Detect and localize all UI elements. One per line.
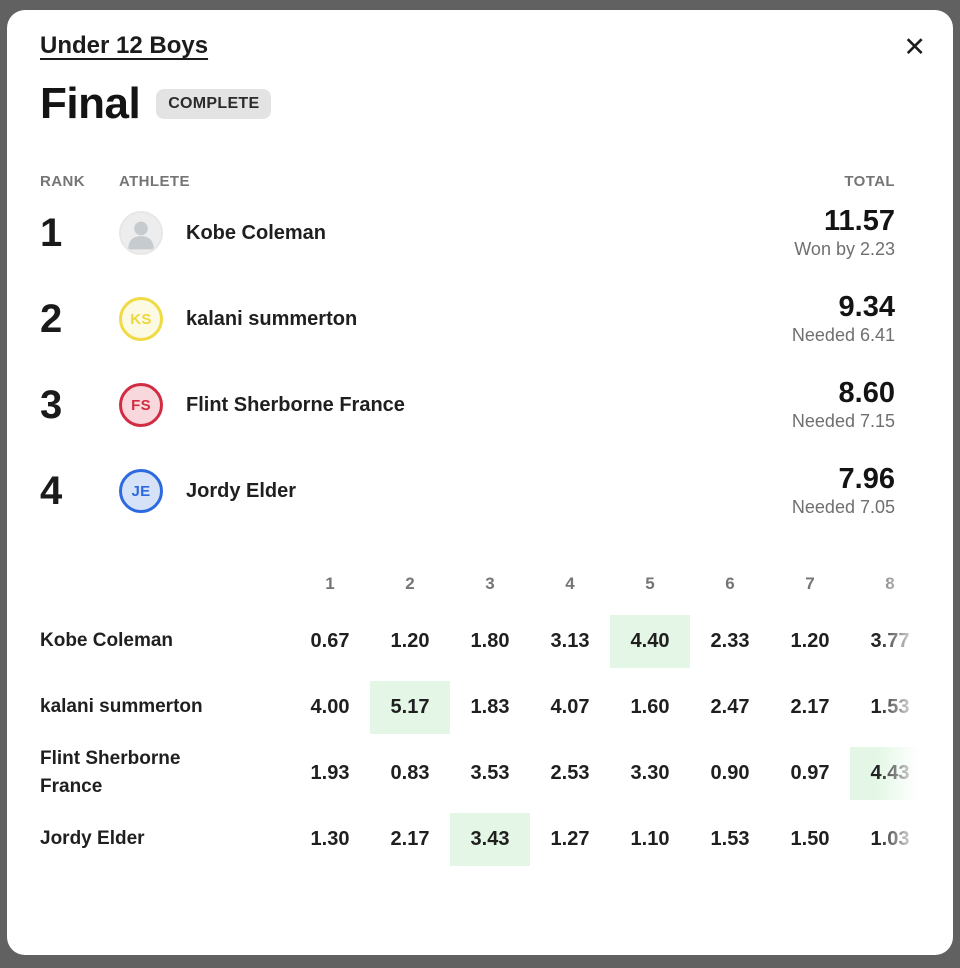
rank-number: 4 [40,468,63,513]
wave-column-header: 7 [805,574,815,593]
wave-column-header: 5 [645,574,655,593]
wave-score: 2.33 [710,629,750,652]
wave-score: 1.10 [630,827,670,850]
wave-score: 3.43 [450,812,530,866]
athlete-name: kalani summerton [186,307,358,330]
wave-column-header: 1 [325,574,335,593]
wave-score: 0.67 [310,629,350,652]
result-row[interactable]: 2 KS kalani summerton 9.34 Needed 6.41 [40,276,895,362]
close-icon[interactable]: ✕ [899,32,930,63]
total-block: 7.96 Needed 7.05 [792,463,895,520]
athlete-avatar: KS [119,297,163,341]
result-row[interactable]: 1 Kobe Coleman 11.57 Won by 2.23 [40,190,895,276]
grid-athlete-name: Flint Sherborne France [40,748,181,797]
wave-score: 0.83 [390,761,430,784]
wave-score: 1.20 [790,629,830,652]
grid-athlete-name: Kobe Coleman [40,630,174,652]
wave-score: 1.03 [870,827,910,850]
wave-column-header: 3 [485,574,495,593]
grid-athlete-name: Jordy Elder [40,828,145,850]
total-column-header: TOTAL [844,173,895,190]
wave-score: 4.40 [610,614,690,668]
total-score: 8.60 [838,376,895,409]
athlete-name: Flint Sherborne France [186,393,405,416]
athlete-avatar: JE [119,469,163,513]
wave-column-header: 6 [725,574,735,593]
wave-score: 2.17 [390,827,430,850]
athlete-avatar [119,211,163,255]
wave-score: 3.13 [550,629,590,652]
wave-score: 1.50 [790,827,830,850]
athlete-avatar: FS [119,383,163,427]
wave-score: 2.53 [550,761,590,784]
wave-score: 3.77 [870,629,910,652]
total-note: Won by 2.23 [794,238,895,259]
athlete-name: Jordy Elder [186,479,297,502]
wave-score: 2.47 [710,695,750,718]
wave-score: 1.53 [710,827,750,850]
wave-score: 3.30 [630,761,670,784]
wave-score-grid: 1 2 3 4 5 6 7 8 Kobe Coleman 0.67 1.20 1… [7,568,953,872]
wave-score-row: kalani summerton 4.00 5.17 1.83 4.07 1.6… [40,674,953,740]
round-title: Final [40,79,141,128]
total-note: Needed 7.15 [791,410,895,431]
total-block: 9.34 Needed 6.41 [792,291,895,348]
total-score: 11.57 [824,204,895,237]
heat-results-modal: Under 12 Boys ✕ Final COMPLETE RANK ATHL… [7,10,953,955]
wave-score: 1.20 [390,629,430,652]
total-score: 9.34 [838,290,895,323]
wave-score: 4.00 [310,695,350,718]
total-note: Needed 7.05 [791,496,895,517]
rank-number: 3 [40,382,63,427]
total-score: 7.96 [838,462,895,495]
division-link[interactable]: Under 12 Boys [40,32,209,59]
modal-header: Under 12 Boys ✕ [7,10,953,63]
rank-number: 2 [40,296,63,341]
wave-score-row: Flint Sherborne France 1.93 0.83 3.53 2.… [40,740,953,806]
wave-score: 1.27 [550,827,590,850]
total-block: 8.60 Needed 7.15 [792,377,895,434]
wave-score: 1.53 [870,695,910,718]
wave-column-header: 4 [565,574,575,593]
results-header: RANK ATHLETE TOTAL [40,173,895,190]
result-row[interactable]: 4 JE Jordy Elder 7.96 Needed 7.05 [40,448,895,534]
wave-column-header: 8 [885,574,895,593]
wave-score: 3.53 [470,761,510,784]
rank-number: 1 [40,210,63,255]
total-block: 11.57 Won by 2.23 [794,205,895,262]
athlete-column-header: ATHLETE [119,173,190,190]
wave-score: 4.07 [550,695,590,718]
rank-column-header: RANK [40,173,85,190]
wave-score: 1.83 [470,695,510,718]
round-title-row: Final COMPLETE [7,63,953,129]
wave-column-header: 2 [405,574,415,593]
wave-score: 1.60 [630,695,670,718]
wave-score: 1.93 [310,761,350,784]
wave-score: 1.30 [310,827,350,850]
result-row[interactable]: 3 FS Flint Sherborne France 8.60 Needed … [40,362,895,448]
wave-score: 5.17 [370,680,450,734]
wave-header-row: 1 2 3 4 5 6 7 8 [40,568,953,608]
athlete-name: Kobe Coleman [186,221,327,244]
grid-athlete-name: kalani summerton [40,696,203,718]
total-note: Needed 6.41 [791,324,895,345]
wave-score-row: Kobe Coleman 0.67 1.20 1.80 3.13 4.40 2.… [40,608,953,674]
wave-score: 2.17 [790,695,830,718]
status-badge: COMPLETE [156,89,272,119]
wave-score: 0.90 [710,761,750,784]
wave-score: 1.80 [470,629,510,652]
wave-score: 0.97 [790,761,830,784]
wave-score-row: Jordy Elder 1.30 2.17 3.43 1.27 1.10 1.5… [40,806,953,872]
results-list: RANK ATHLETE TOTAL 1 Kobe Coleman 11.57 … [7,173,953,534]
wave-score: 4.43 [850,746,930,800]
person-silhouette-icon [128,221,154,250]
